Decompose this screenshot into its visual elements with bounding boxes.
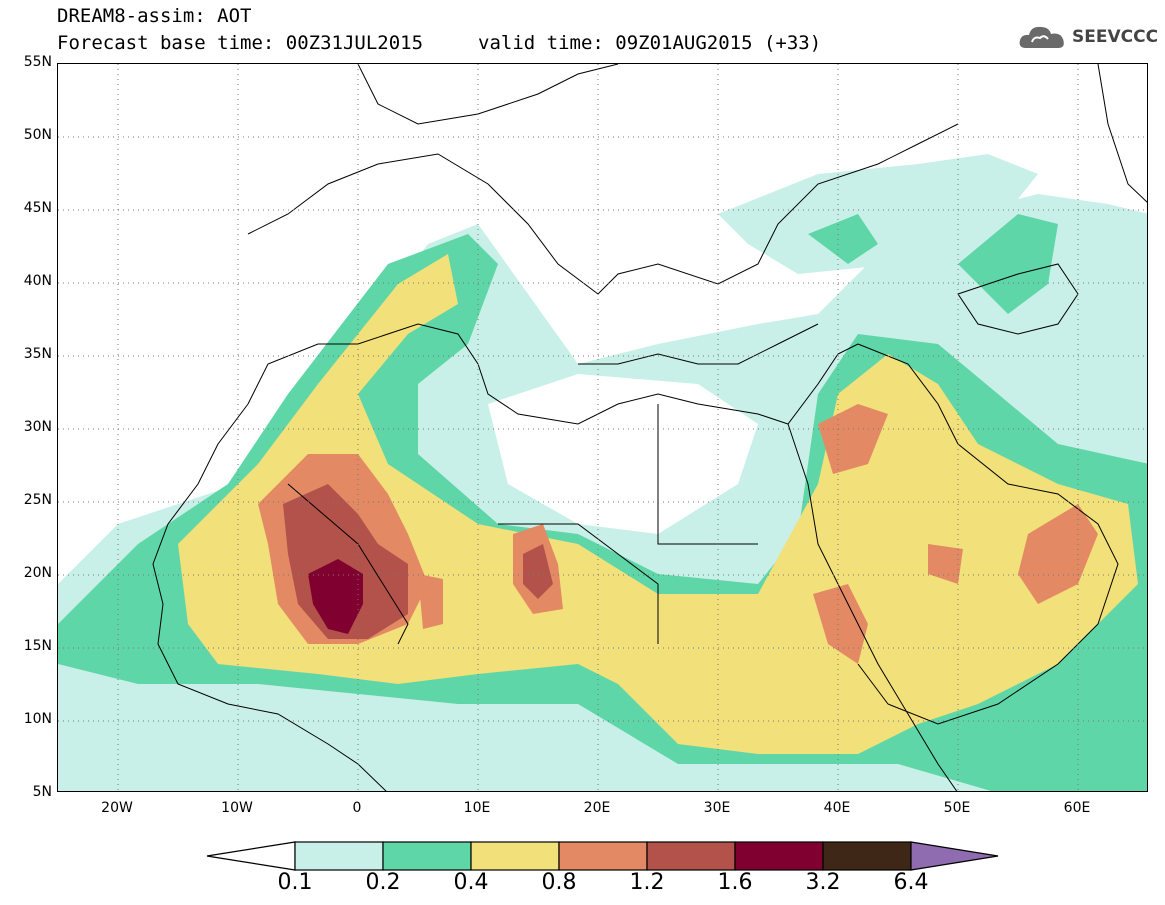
aot-level-0.4 xyxy=(178,254,1138,754)
lat-label: 20N xyxy=(23,565,52,581)
lat-label: 35N xyxy=(23,346,52,362)
lon-label: 10W xyxy=(221,800,253,816)
lat-label: 5N xyxy=(32,784,52,800)
lon-label: 40E xyxy=(823,800,851,816)
lat-label: 50N xyxy=(23,127,52,143)
colorbar-swatch-0.8 xyxy=(558,841,648,871)
colorbar-swatch-0.4 xyxy=(470,841,560,871)
forecast-base-time: Forecast base time: 00Z31JUL2015 xyxy=(57,32,424,54)
colorbar-swatch-0.2 xyxy=(382,841,472,871)
colorbar-label: 6.4 xyxy=(893,870,929,895)
lat-label: 55N xyxy=(23,54,52,70)
lon-label: 50E xyxy=(943,800,971,816)
colorbar-swatch-1.2 xyxy=(646,841,736,871)
colorbar-label: 0.8 xyxy=(541,870,577,895)
cloud-icon xyxy=(1019,26,1064,48)
colorbar-low-arrow xyxy=(206,841,296,871)
aot-level-1.6 xyxy=(308,559,363,634)
colorbar-high-arrow xyxy=(910,841,999,871)
lon-label: 20E xyxy=(583,800,611,816)
lat-label: 15N xyxy=(23,638,52,654)
seevccc-logo: SEEVCCC xyxy=(1018,22,1158,52)
colorbar-swatch-0.1 xyxy=(294,841,384,871)
colorbar xyxy=(206,841,999,871)
lat-label: 25N xyxy=(23,492,52,508)
colorbar-label: 3.2 xyxy=(805,870,841,895)
graticule xyxy=(58,64,1147,791)
colorbar-swatch-3.2 xyxy=(822,841,912,871)
lat-label: 45N xyxy=(23,200,52,216)
lat-label: 40N xyxy=(23,273,52,289)
valid-time: valid time: 09Z01AUG2015 (+33) xyxy=(478,32,822,54)
colorbar-label: 1.2 xyxy=(629,870,665,895)
colorbar-label: 0.1 xyxy=(277,870,313,895)
colorbar-label: 1.6 xyxy=(717,870,753,895)
logo-text: SEEVCCC xyxy=(1072,27,1159,47)
lon-label: 60E xyxy=(1063,800,1091,816)
map-title: DREAM8-assim: AOT xyxy=(57,5,252,27)
colorbar-label: 0.2 xyxy=(365,870,401,895)
lat-label: 30N xyxy=(23,419,52,435)
lon-label: 30E xyxy=(703,800,731,816)
lon-label: 20W xyxy=(101,800,133,816)
colorbar-label: 0.4 xyxy=(453,870,489,895)
map-canvas xyxy=(58,64,1147,791)
lat-label: 10N xyxy=(23,711,52,727)
coastlines xyxy=(152,64,1147,791)
colorbar-swatch-1.6 xyxy=(734,841,824,871)
lon-label: 0 xyxy=(352,800,362,816)
aot-map xyxy=(57,63,1148,792)
lon-label: 10E xyxy=(463,800,491,816)
